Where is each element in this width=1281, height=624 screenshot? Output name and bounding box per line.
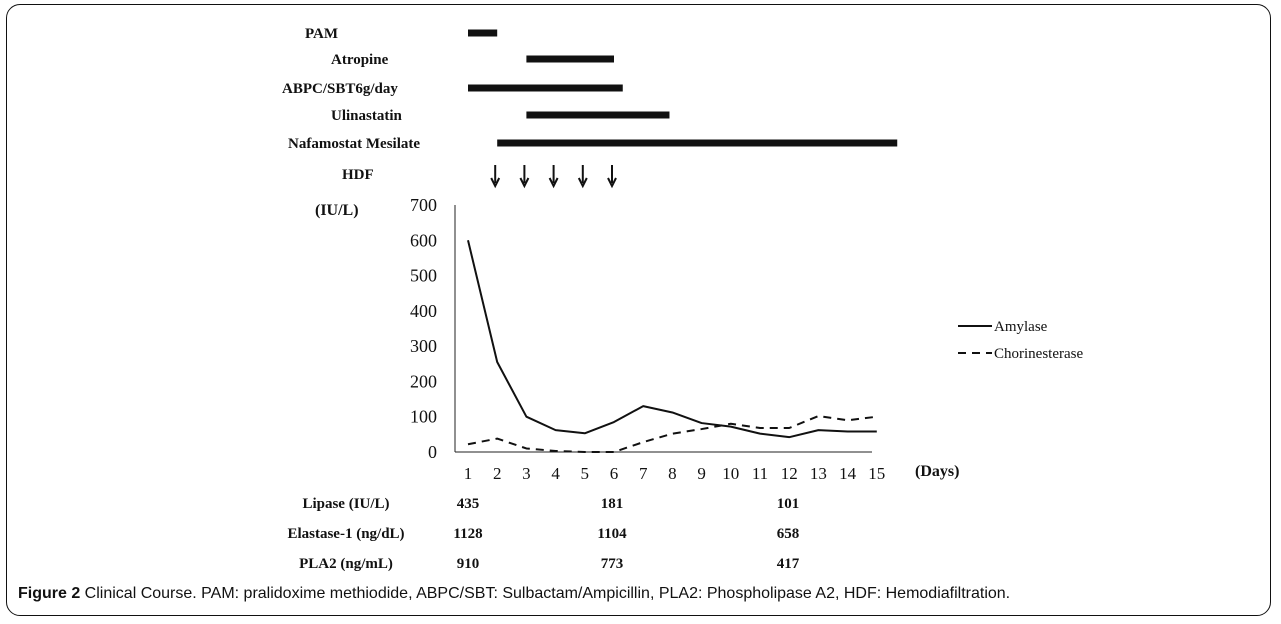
- x-tick-label: 6: [610, 464, 619, 483]
- y-tick-label: 400: [410, 301, 437, 321]
- x-tick-label: 9: [697, 464, 706, 483]
- treatment-label: PAM: [305, 26, 338, 42]
- x-tick-label: 15: [868, 464, 885, 483]
- lab-value: 773: [601, 556, 624, 572]
- x-tick-label: 7: [639, 464, 648, 483]
- x-tick-label: 2: [493, 464, 502, 483]
- treatment-label: ABPC/SBT6g/day: [282, 81, 398, 97]
- lab-value: 417: [777, 556, 800, 572]
- hdf-label: HDF: [342, 167, 374, 183]
- x-tick-label: 12: [781, 464, 798, 483]
- lab-value: 910: [457, 556, 480, 572]
- y-tick-label: 200: [410, 371, 437, 391]
- figure-frame: [6, 4, 1271, 616]
- figure-caption: Figure 2 Clinical Course. PAM: pralidoxi…: [18, 585, 1258, 607]
- hdf-arrow: [577, 165, 588, 189]
- x-tick-label: 13: [810, 464, 827, 483]
- figure-label: Figure 2: [18, 585, 81, 602]
- lab-row-label: PLA2 (ng/mL): [299, 556, 393, 572]
- lab-value: 1104: [597, 526, 627, 542]
- clinical-course-chart: PAM Atropine ABPC/SBT6g/day Ulinastatin Nafa…: [282, 26, 1083, 572]
- x-tick-label: 10: [722, 464, 739, 483]
- hdf-arrow: [607, 165, 617, 189]
- caption-text: Clinical Course. PAM: pralidoxime methio…: [80, 585, 1011, 602]
- treatment-label: Ulinastatin: [331, 108, 403, 124]
- legend: Amylase Chorinesterase: [958, 319, 1083, 362]
- chart-axes: [454, 205, 872, 453]
- legend-label: Amylase: [994, 319, 1048, 335]
- lab-value: 435: [457, 496, 480, 512]
- lab-table: Lipase (IU/L) 435 181 101 Elastase-1 (ng/dL)…: [287, 496, 799, 572]
- hdf-arrow: [519, 165, 530, 189]
- x-tick-label: 11: [752, 464, 768, 483]
- x-tick-label: 1: [464, 464, 473, 483]
- x-tick-label: 5: [581, 464, 590, 483]
- series-lines: [467, 240, 877, 453]
- lab-value: 658: [777, 526, 800, 542]
- lab-row-label: Elastase-1 (ng/dL): [287, 526, 404, 542]
- lab-value: 101: [777, 496, 800, 512]
- x-axis-label: (Days): [915, 463, 959, 480]
- lab-row-label: Lipase (IU/L): [302, 496, 389, 512]
- y-tick-labels: 0 100 200 300 400 500 600 700: [410, 195, 437, 462]
- treatment-label: Nafamostat Mesilate: [288, 136, 420, 152]
- lab-value: 181: [601, 496, 624, 512]
- hdf-arrow: [548, 165, 559, 189]
- y-tick-label: 600: [410, 230, 437, 250]
- series-line-chorinesterase: [467, 415, 877, 453]
- y-axis-label: (IU/L): [315, 202, 359, 219]
- x-tick-labels: 1 2 3 4 5 6 7 8 9 10 11 12 13 14 15: [464, 464, 886, 483]
- treatment-label: Atropine: [331, 52, 389, 68]
- x-tick-label: 8: [668, 464, 677, 483]
- y-tick-label: 100: [410, 407, 437, 427]
- y-tick-label: 0: [428, 442, 437, 462]
- series-line-amylase: [467, 240, 877, 439]
- treatment-timeline: PAM Atropine ABPC/SBT6g/day Ulinastatin Nafa…: [282, 26, 898, 152]
- y-tick-label: 300: [410, 336, 437, 356]
- y-tick-label: 700: [410, 195, 437, 215]
- x-tick-label: 3: [522, 464, 531, 483]
- y-tick-label: 500: [410, 266, 437, 286]
- legend-label: Chorinesterase: [994, 346, 1083, 362]
- x-tick-label: 4: [551, 464, 560, 483]
- x-tick-label: 14: [839, 464, 857, 483]
- hdf-arrow: [490, 165, 501, 189]
- hdf-markers: [490, 165, 617, 189]
- lab-value: 1128: [453, 526, 482, 542]
